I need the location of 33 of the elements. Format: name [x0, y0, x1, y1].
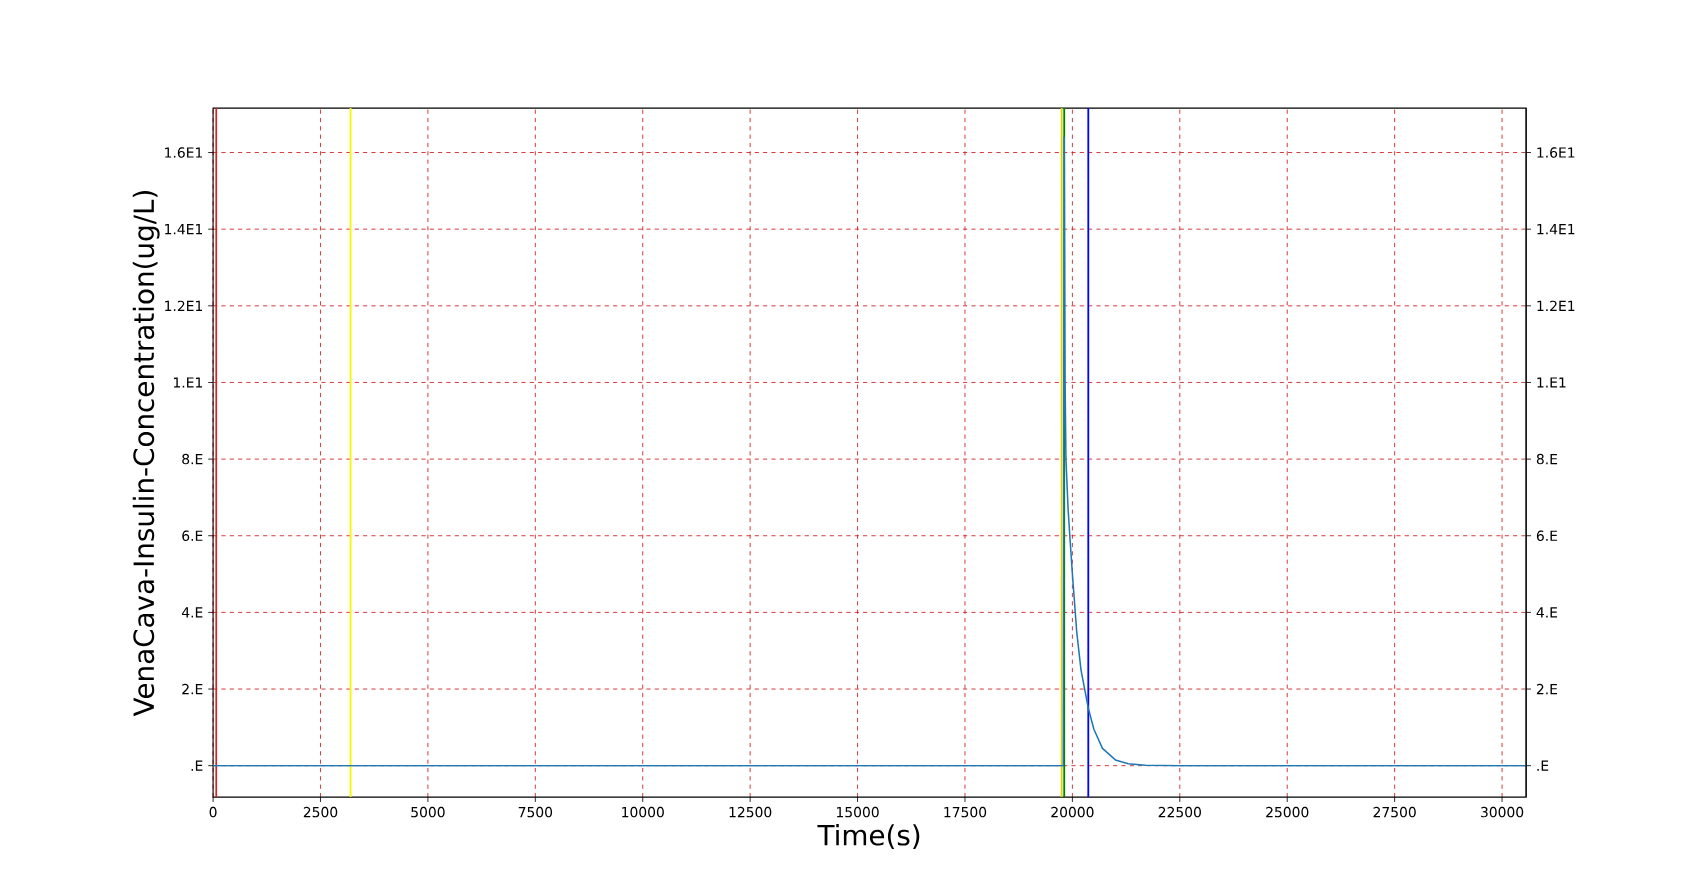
- x-tick-label: 22500: [1158, 806, 1201, 818]
- x-tick-label: 25000: [1266, 806, 1309, 818]
- x-tick-label: 15000: [836, 806, 879, 818]
- y-tick-label: 1.E1: [173, 377, 203, 388]
- x-tick-label: 17500: [944, 806, 987, 818]
- y2-tick-label: 1.E1: [1537, 377, 1566, 388]
- x-axis-title: Time(s): [817, 824, 920, 849]
- x-tick-label: 12500: [729, 806, 772, 818]
- y2-tick-label: 6.E: [1536, 530, 1558, 541]
- y2-tick-label: 1.6E1: [1537, 147, 1575, 158]
- x-tick-label: 10000: [622, 806, 664, 818]
- y-tick-label: .E: [191, 760, 203, 771]
- y-tick-label: 4.E: [181, 607, 203, 618]
- y-tick-label: 2.E: [182, 683, 203, 695]
- y2-tick-label: 8.E: [1536, 453, 1558, 465]
- x-tick-label: 7500: [518, 806, 553, 818]
- x-tick-label: 20000: [1051, 806, 1094, 818]
- x-tick-label: 5000: [411, 806, 445, 818]
- y2-tick-label: 2.E: [1536, 683, 1558, 695]
- y-tick-label: 6.E: [182, 530, 203, 541]
- x-tick-label: 27500: [1373, 806, 1416, 818]
- x-tick-label: 2500: [303, 806, 338, 818]
- y-axis-title: VenaCava-Insulin-Concentration(ug/L): [132, 191, 160, 717]
- y2-tick-label: .E: [1537, 760, 1549, 771]
- y2-tick-label: 1.2E1: [1537, 300, 1575, 311]
- y2-tick-label: 4.E: [1536, 607, 1558, 618]
- y-tick-label: 1.4E1: [165, 224, 203, 235]
- x-tick-label: 30000: [1481, 806, 1524, 818]
- y-tick-label: 1.6E1: [165, 147, 203, 158]
- y-tick-label: 1.2E1: [165, 300, 203, 311]
- y2-tick-label: 1.4E1: [1537, 224, 1575, 235]
- x-tick-label: 0: [209, 806, 217, 818]
- y-tick-label: 8.E: [182, 453, 203, 465]
